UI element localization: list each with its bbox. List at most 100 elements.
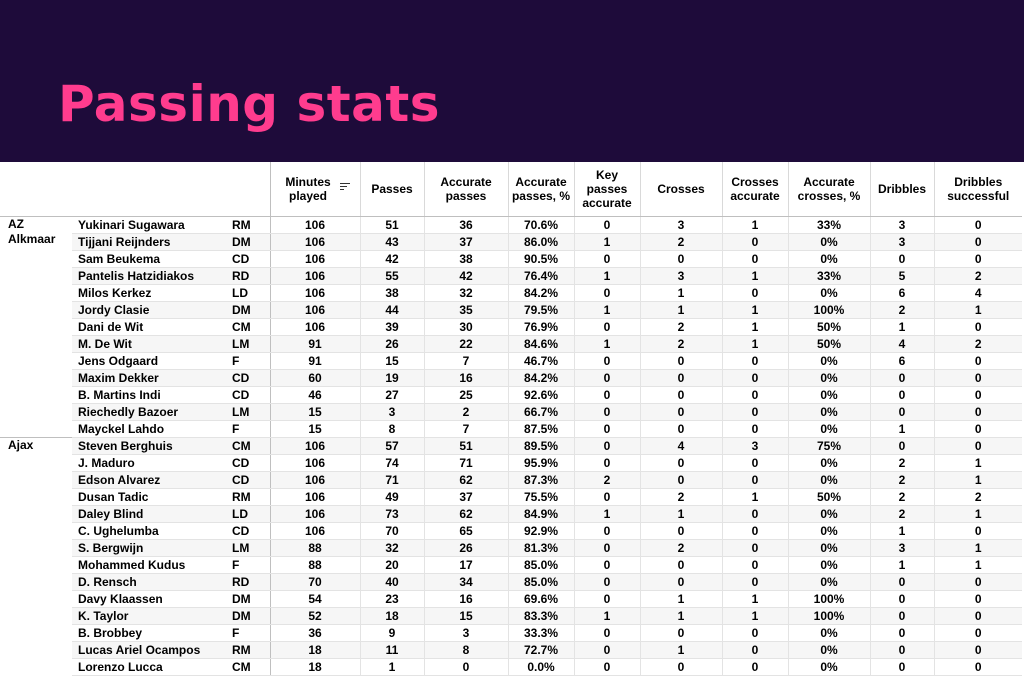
position-cell: CD xyxy=(228,250,270,268)
key-passes-cell: 1 xyxy=(573,505,640,523)
player-name-cell: Sam Beukema xyxy=(72,250,228,268)
accurate-passes-cell: 2 xyxy=(423,403,508,421)
passes-cell: 3 xyxy=(359,403,424,421)
header-dribbles-successful[interactable]: Dribbles successful xyxy=(933,162,1022,217)
accurate-crosses-pct-cell: 0% xyxy=(787,505,870,523)
position-cell: CD xyxy=(228,386,270,404)
dribbles-successful-cell: 0 xyxy=(933,369,1022,387)
dribbles-successful-cell: 1 xyxy=(933,301,1022,319)
minutes-played-cell: 88 xyxy=(269,556,360,574)
table-row: Sam Beukema CD 106 42 38 90.5% 0 0 0 0% 0 0 xyxy=(0,250,1022,268)
crosses-accurate-cell: 0 xyxy=(721,522,788,540)
crosses-accurate-cell: 0 xyxy=(721,471,788,489)
crosses-cell: 0 xyxy=(639,522,722,540)
dribbles-cell: 0 xyxy=(869,658,934,676)
accurate-crosses-pct-cell: 0% xyxy=(787,522,870,540)
accurate-passes-pct-cell: 95.9% xyxy=(507,454,574,472)
header-minutes-played[interactable]: Minutes played xyxy=(269,162,360,217)
position-cell: F xyxy=(228,624,270,642)
passes-cell: 70 xyxy=(359,522,424,540)
header-passes[interactable]: Passes xyxy=(359,162,424,217)
dribbles-successful-cell: 0 xyxy=(933,522,1022,540)
minutes-played-cell: 106 xyxy=(269,301,360,319)
player-name-cell: Dani de Wit xyxy=(72,318,228,336)
table-row: Jens Odgaard F 91 15 7 46.7% 0 0 0 0% 6 0 xyxy=(0,352,1022,370)
accurate-crosses-pct-cell: 0% xyxy=(787,403,870,421)
crosses-cell: 0 xyxy=(639,420,722,438)
accurate-passes-pct-cell: 46.7% xyxy=(507,352,574,370)
dribbles-successful-cell: 0 xyxy=(933,318,1022,336)
dribbles-successful-cell: 0 xyxy=(933,658,1022,676)
accurate-crosses-pct-cell: 50% xyxy=(787,318,870,336)
passes-cell: 71 xyxy=(359,471,424,489)
dribbles-successful-cell: 0 xyxy=(933,420,1022,438)
sort-filter-icon[interactable] xyxy=(339,183,350,193)
header-accurate-passes[interactable]: Accurate passes xyxy=(423,162,508,217)
accurate-passes-cell: 30 xyxy=(423,318,508,336)
crosses-cell: 0 xyxy=(639,403,722,421)
team-name: AZ Alkmaar xyxy=(0,216,72,438)
crosses-cell: 2 xyxy=(639,539,722,557)
key-passes-cell: 0 xyxy=(573,250,640,268)
header-accurate-passes-pct[interactable]: Accurate passes, % xyxy=(507,162,574,217)
dribbles-cell: 0 xyxy=(869,369,934,387)
key-passes-cell: 0 xyxy=(573,539,640,557)
position-cell: CM xyxy=(228,437,270,455)
player-name-cell: Dusan Tadic xyxy=(72,488,228,506)
dribbles-successful-cell: 2 xyxy=(933,335,1022,353)
passes-cell: 55 xyxy=(359,267,424,285)
dribbles-successful-cell: 2 xyxy=(933,267,1022,285)
header-accurate-crosses-pct[interactable]: Accurate crosses, % xyxy=(787,162,870,217)
dribbles-successful-cell: 4 xyxy=(933,284,1022,302)
header-crosses-accurate[interactable]: Crosses accurate xyxy=(721,162,788,217)
crosses-accurate-cell: 0 xyxy=(721,250,788,268)
key-passes-cell: 0 xyxy=(573,573,640,591)
crosses-cell: 0 xyxy=(639,352,722,370)
minutes-played-cell: 54 xyxy=(269,590,360,608)
table-row: S. Bergwijn LM 88 32 26 81.3% 0 2 0 0% 3 1 xyxy=(0,539,1022,557)
key-passes-cell: 0 xyxy=(573,522,640,540)
dribbles-cell: 0 xyxy=(869,250,934,268)
table-row: D. Rensch RD 70 40 34 85.0% 0 0 0 0% 0 0 xyxy=(0,573,1022,591)
accurate-passes-cell: 42 xyxy=(423,267,508,285)
player-name-cell: B. Brobbey xyxy=(72,624,228,642)
header-key-passes[interactable]: Key passes accurate xyxy=(573,162,640,217)
minutes-played-cell: 15 xyxy=(269,403,360,421)
position-cell: RM xyxy=(228,641,270,659)
crosses-accurate-cell: 1 xyxy=(721,318,788,336)
crosses-accurate-cell: 0 xyxy=(721,556,788,574)
crosses-cell: 2 xyxy=(639,233,722,251)
header-dribbles[interactable]: Dribbles xyxy=(869,162,934,217)
dribbles-cell: 0 xyxy=(869,641,934,659)
header-player-blank xyxy=(72,162,228,217)
table-row: Dusan Tadic RM 106 49 37 75.5% 0 2 1 50% 2 2 xyxy=(0,488,1022,506)
minutes-played-cell: 52 xyxy=(269,607,360,625)
table-row: Milos Kerkez LD 106 38 32 84.2% 0 1 0 0% 6 4 xyxy=(0,284,1022,302)
minutes-played-cell: 106 xyxy=(269,522,360,540)
accurate-passes-cell: 51 xyxy=(423,437,508,455)
accurate-passes-pct-cell: 76.9% xyxy=(507,318,574,336)
dribbles-cell: 0 xyxy=(869,624,934,642)
passes-cell: 23 xyxy=(359,590,424,608)
table-row: C. Ughelumba CD 106 70 65 92.9% 0 0 0 0% 1 0 xyxy=(0,522,1022,540)
accurate-passes-cell: 0 xyxy=(423,658,508,676)
key-passes-cell: 0 xyxy=(573,437,640,455)
table-row: Mohammed Kudus F 88 20 17 85.0% 0 0 0 0% 1 1 xyxy=(0,556,1022,574)
player-name-cell: Maxim Dekker xyxy=(72,369,228,387)
crosses-cell: 4 xyxy=(639,437,722,455)
header-crosses[interactable]: Crosses xyxy=(639,162,722,217)
accurate-passes-cell: 62 xyxy=(423,505,508,523)
accurate-passes-cell: 36 xyxy=(423,216,508,234)
player-name-cell: K. Taylor xyxy=(72,607,228,625)
crosses-cell: 1 xyxy=(639,284,722,302)
table-row: Daley Blind LD 106 73 62 84.9% 1 1 0 0% 2 1 xyxy=(0,505,1022,523)
minutes-played-cell: 106 xyxy=(269,250,360,268)
passes-cell: 43 xyxy=(359,233,424,251)
dribbles-cell: 1 xyxy=(869,522,934,540)
accurate-passes-cell: 38 xyxy=(423,250,508,268)
minutes-played-cell: 106 xyxy=(269,318,360,336)
dribbles-cell: 3 xyxy=(869,233,934,251)
table-row: Davy Klaassen DM 54 23 16 69.6% 0 1 1 100% 0 0 xyxy=(0,590,1022,608)
dribbles-cell: 0 xyxy=(869,437,934,455)
key-passes-cell: 1 xyxy=(573,301,640,319)
